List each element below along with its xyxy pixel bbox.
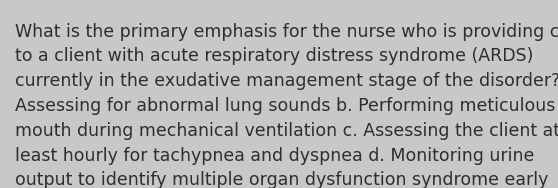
Text: mouth during mechanical ventilation c. Assessing the client at: mouth during mechanical ventilation c. A… [15,122,558,140]
Text: output to identify multiple organ dysfunction syndrome early: output to identify multiple organ dysfun… [15,171,549,188]
Text: least hourly for tachypnea and dyspnea d. Monitoring urine: least hourly for tachypnea and dyspnea d… [15,147,535,165]
Text: Assessing for abnormal lung sounds b. Performing meticulous: Assessing for abnormal lung sounds b. Pe… [15,97,555,115]
Text: currently in the exudative management stage of the disorder? a.: currently in the exudative management st… [15,72,558,90]
Text: What is the primary emphasis for the nurse who is providing care: What is the primary emphasis for the nur… [15,23,558,41]
Text: to a client with acute respiratory distress syndrome (ARDS): to a client with acute respiratory distr… [15,47,533,65]
